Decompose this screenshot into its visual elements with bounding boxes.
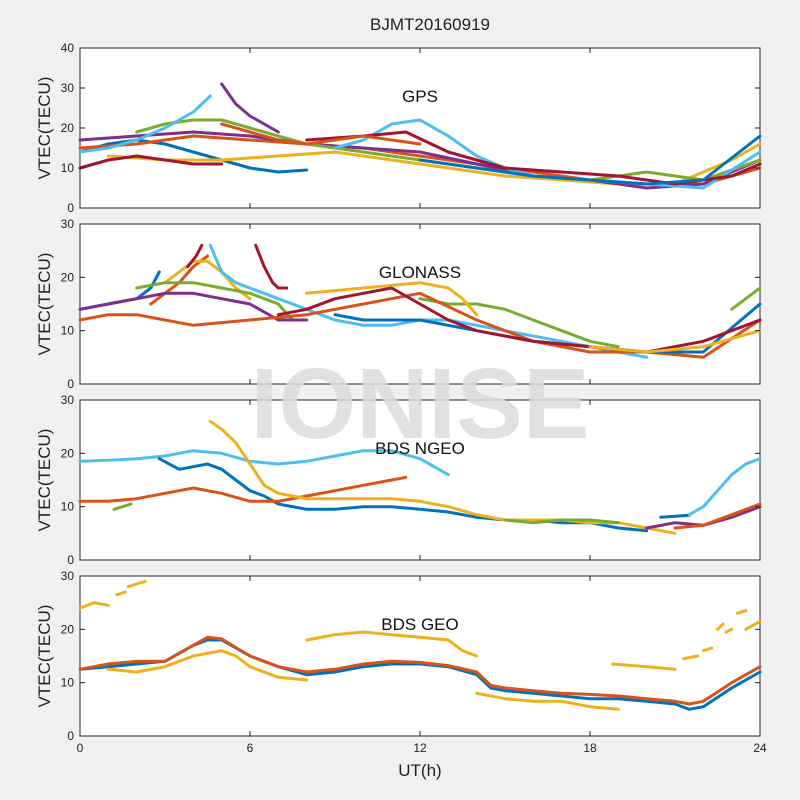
y-axis-label: VTEC(TECU) — [35, 605, 54, 708]
series-line — [106, 649, 309, 682]
y-tick-label: 0 — [67, 553, 74, 567]
watermark: IONISE — [251, 348, 590, 460]
series-line — [220, 122, 422, 146]
panel-label: BDS NGEO — [375, 439, 465, 458]
series-line — [78, 138, 309, 174]
series-line — [418, 134, 762, 186]
series-line — [78, 291, 762, 359]
y-axis-label: VTEC(TECU) — [35, 253, 54, 356]
series-line — [78, 154, 224, 170]
series-line — [78, 291, 309, 322]
series-line — [659, 513, 691, 519]
series-line — [673, 502, 762, 530]
series-line — [163, 259, 252, 301]
series-line — [305, 630, 479, 658]
y-tick-label: 0 — [67, 729, 74, 743]
x-tick-label: 0 — [77, 741, 84, 755]
series-line — [611, 662, 677, 671]
series-line — [503, 518, 620, 525]
series-line — [220, 82, 280, 134]
x-axis-label: UT(h) — [398, 761, 441, 780]
panel-bds-geo: 0 10 20 30 0 6 12 18 24 BDS GEO VTEC(TECU) — [35, 569, 767, 755]
y-axis-label: VTEC(TECU) — [35, 429, 54, 532]
series-line — [208, 243, 649, 359]
series-line — [78, 130, 762, 190]
y-tick-label: 30 — [61, 393, 75, 407]
y-tick-label: 20 — [61, 446, 75, 460]
series-line — [701, 646, 714, 653]
series-line — [126, 579, 147, 589]
y-tick-label: 10 — [61, 161, 75, 175]
y-tick-label: 0 — [67, 201, 74, 215]
plot-area — [79, 575, 761, 737]
y-tick-label: 20 — [61, 622, 75, 636]
panel-label: BDS GEO — [381, 615, 458, 634]
y-tick-label: 30 — [61, 569, 75, 583]
series-line — [744, 619, 762, 631]
x-tick-label: 24 — [753, 741, 767, 755]
series-line — [78, 635, 762, 706]
series-line — [254, 243, 289, 290]
y-axis-label: VTEC(TECU) — [35, 77, 54, 180]
series-line — [687, 457, 762, 517]
panel-label: GLONASS — [379, 263, 461, 282]
series-line — [305, 281, 479, 317]
y-tick-label: 30 — [61, 81, 75, 95]
x-tick-label: 18 — [583, 741, 597, 755]
series-line — [112, 502, 133, 511]
series-line — [78, 475, 408, 503]
panel-bds-ngeo: 0 10 20 30 BDS NGEO VTEC(TECU) — [35, 393, 762, 567]
series-line — [135, 281, 294, 322]
series-line — [186, 243, 204, 269]
series-line — [475, 691, 620, 711]
x-tick-label: 12 — [413, 741, 427, 755]
series-line — [135, 118, 762, 182]
series-line — [78, 94, 212, 154]
series-line — [682, 654, 700, 661]
y-tick-label: 40 — [61, 41, 75, 55]
series-line — [716, 622, 725, 631]
y-tick-label: 10 — [61, 500, 75, 514]
plot-area — [79, 399, 761, 561]
figure-title: BJMT20160919 — [370, 15, 490, 34]
panel-gps: 0 10 20 30 40 GPS VTEC(TECU) — [35, 41, 762, 215]
x-tick-label: 6 — [247, 741, 254, 755]
series-line — [724, 627, 734, 634]
series-line — [588, 329, 762, 354]
y-tick-label: 20 — [61, 121, 75, 135]
panels: 0 10 20 30 40 GPS VTEC(TECU) 0 10 20 30 GLONASS VTEC… — [35, 41, 767, 755]
y-tick-label: 20 — [61, 270, 75, 284]
y-tick-label: 10 — [61, 324, 75, 338]
series-line — [78, 601, 110, 610]
series-line — [115, 590, 127, 597]
series-line — [730, 286, 762, 311]
series-line — [418, 297, 620, 349]
panel-glonass: 0 10 20 30 GLONASS VTEC(TECU) — [35, 217, 762, 391]
y-tick-label: 30 — [61, 217, 75, 231]
panel-label: GPS — [402, 87, 438, 106]
series-line — [208, 419, 677, 535]
series-line — [78, 449, 450, 477]
y-tick-label: 10 — [61, 676, 75, 690]
series-line — [735, 609, 748, 615]
y-tick-label: 0 — [67, 377, 74, 391]
